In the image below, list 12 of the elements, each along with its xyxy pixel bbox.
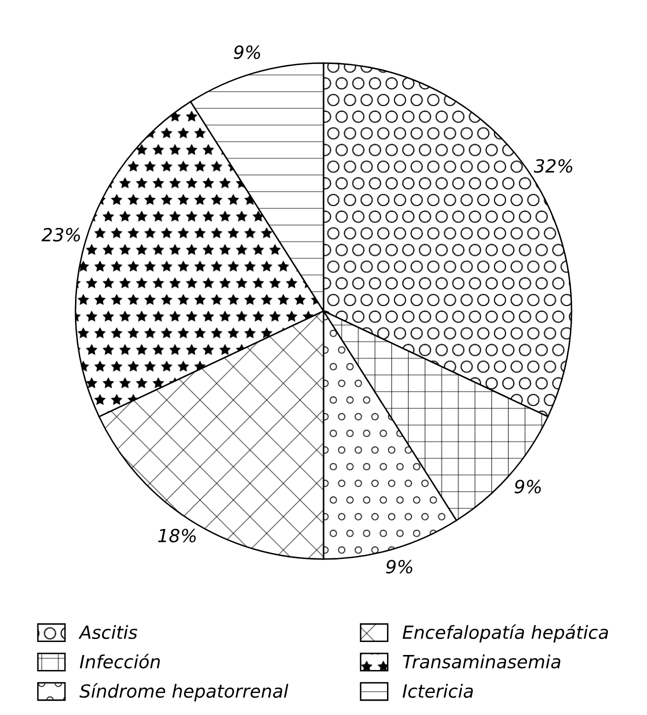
data-label: 23% — [42, 228, 80, 242]
data-label: 9% — [386, 560, 412, 574]
legend-label: Infección — [80, 654, 160, 668]
data-label: 9% — [234, 45, 260, 60]
data-label: 18% — [158, 528, 196, 542]
legend-label: Ascitis — [78, 625, 138, 640]
data-label: 32% — [534, 159, 572, 173]
legend-label: Encefalopatía hepática — [402, 624, 608, 643]
legend-label: Transaminasemia — [402, 654, 560, 668]
legend-label: Síndrome hepatorrenal — [80, 683, 288, 702]
data-label: 9% — [514, 480, 541, 494]
legend-label: Ictericia — [402, 684, 473, 698]
